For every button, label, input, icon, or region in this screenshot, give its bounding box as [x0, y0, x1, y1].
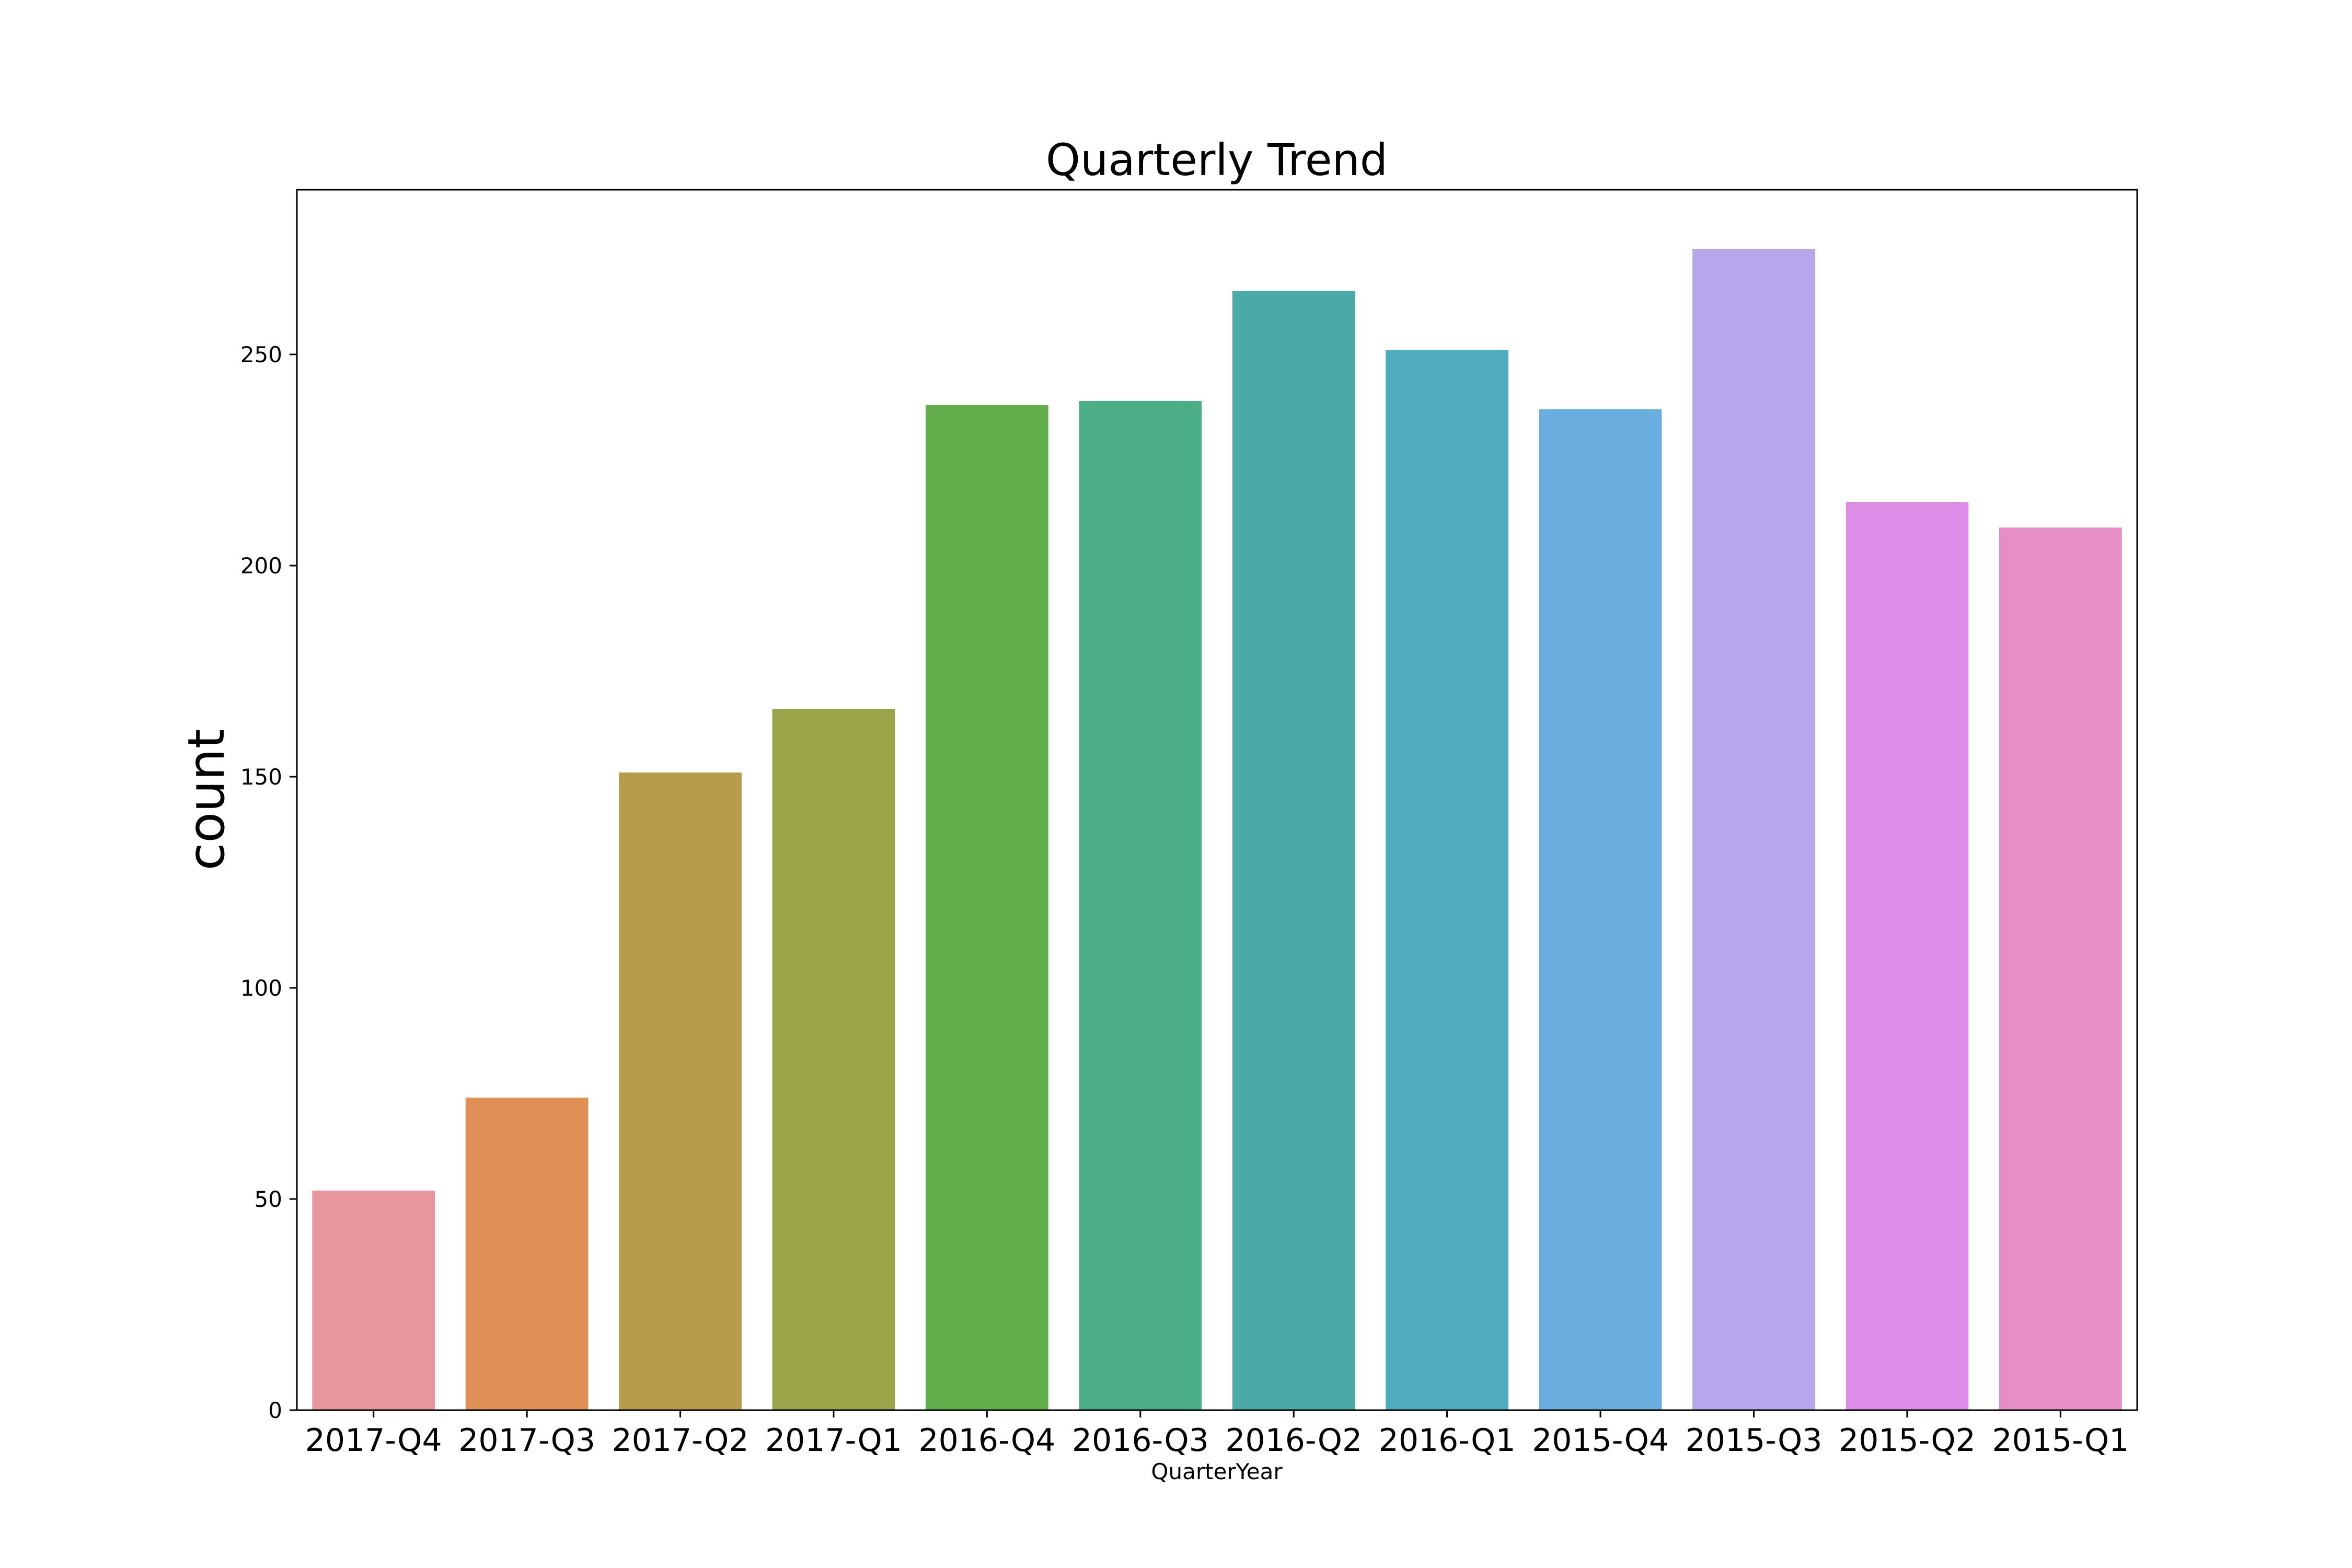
x-tick-label: 2015-Q3: [1685, 1422, 1822, 1459]
x-tick-label: 2015-Q1: [1992, 1422, 2129, 1459]
x-axis: 2017-Q4 2017-Q3 2017-Q2 2017-Q1 2016-Q4 2016-…: [305, 1410, 2129, 1459]
y-tick-label: 200: [240, 553, 282, 579]
y-tick-label: 250: [240, 342, 282, 367]
x-tick-label: 2017-Q3: [458, 1422, 595, 1459]
y-tick-label: 100: [240, 975, 282, 1001]
bar-2017-Q4: [312, 1190, 435, 1410]
y-tick-label: 50: [255, 1186, 282, 1212]
x-axis-label: QuarterYear: [1151, 1459, 1283, 1484]
bar-2015-Q1: [1999, 527, 2122, 1411]
bar-2017-Q3: [465, 1098, 589, 1410]
bar-2015-Q3: [1692, 249, 1815, 1410]
bars-layer: [312, 249, 2122, 1411]
x-tick-label: 2016-Q3: [1072, 1422, 1209, 1459]
bar-2015-Q4: [1539, 409, 1662, 1410]
plot-frame: [296, 189, 2138, 1411]
x-tick-label: 2017-Q1: [765, 1422, 902, 1459]
x-tick-label: 2017-Q4: [305, 1422, 442, 1459]
bar-2017-Q2: [619, 772, 742, 1410]
x-tick-label: 2016-Q2: [1225, 1422, 1362, 1459]
y-tick-label: 150: [240, 764, 282, 790]
x-tick-label: 2017-Q2: [612, 1422, 749, 1459]
bar-2016-Q3: [1079, 400, 1202, 1410]
y-tick-label: 0: [268, 1398, 282, 1423]
x-tick-label: 2015-Q2: [1839, 1422, 1976, 1459]
x-tick-label: 2015-Q4: [1532, 1422, 1669, 1459]
x-tick-label: 2016-Q1: [1379, 1422, 1516, 1459]
y-axis: 0 50 100 150 200 250: [240, 342, 297, 1423]
bar-2015-Q2: [1846, 502, 1969, 1410]
x-tick-label: 2016-Q4: [918, 1422, 1055, 1459]
bar-2017-Q1: [772, 709, 895, 1410]
bar-2016-Q4: [926, 405, 1048, 1410]
bar-2016-Q2: [1232, 291, 1355, 1410]
chart-title: Quarterly Trend: [1046, 134, 1388, 186]
y-axis-label: count: [177, 729, 236, 871]
bar-2016-Q1: [1386, 350, 1508, 1411]
